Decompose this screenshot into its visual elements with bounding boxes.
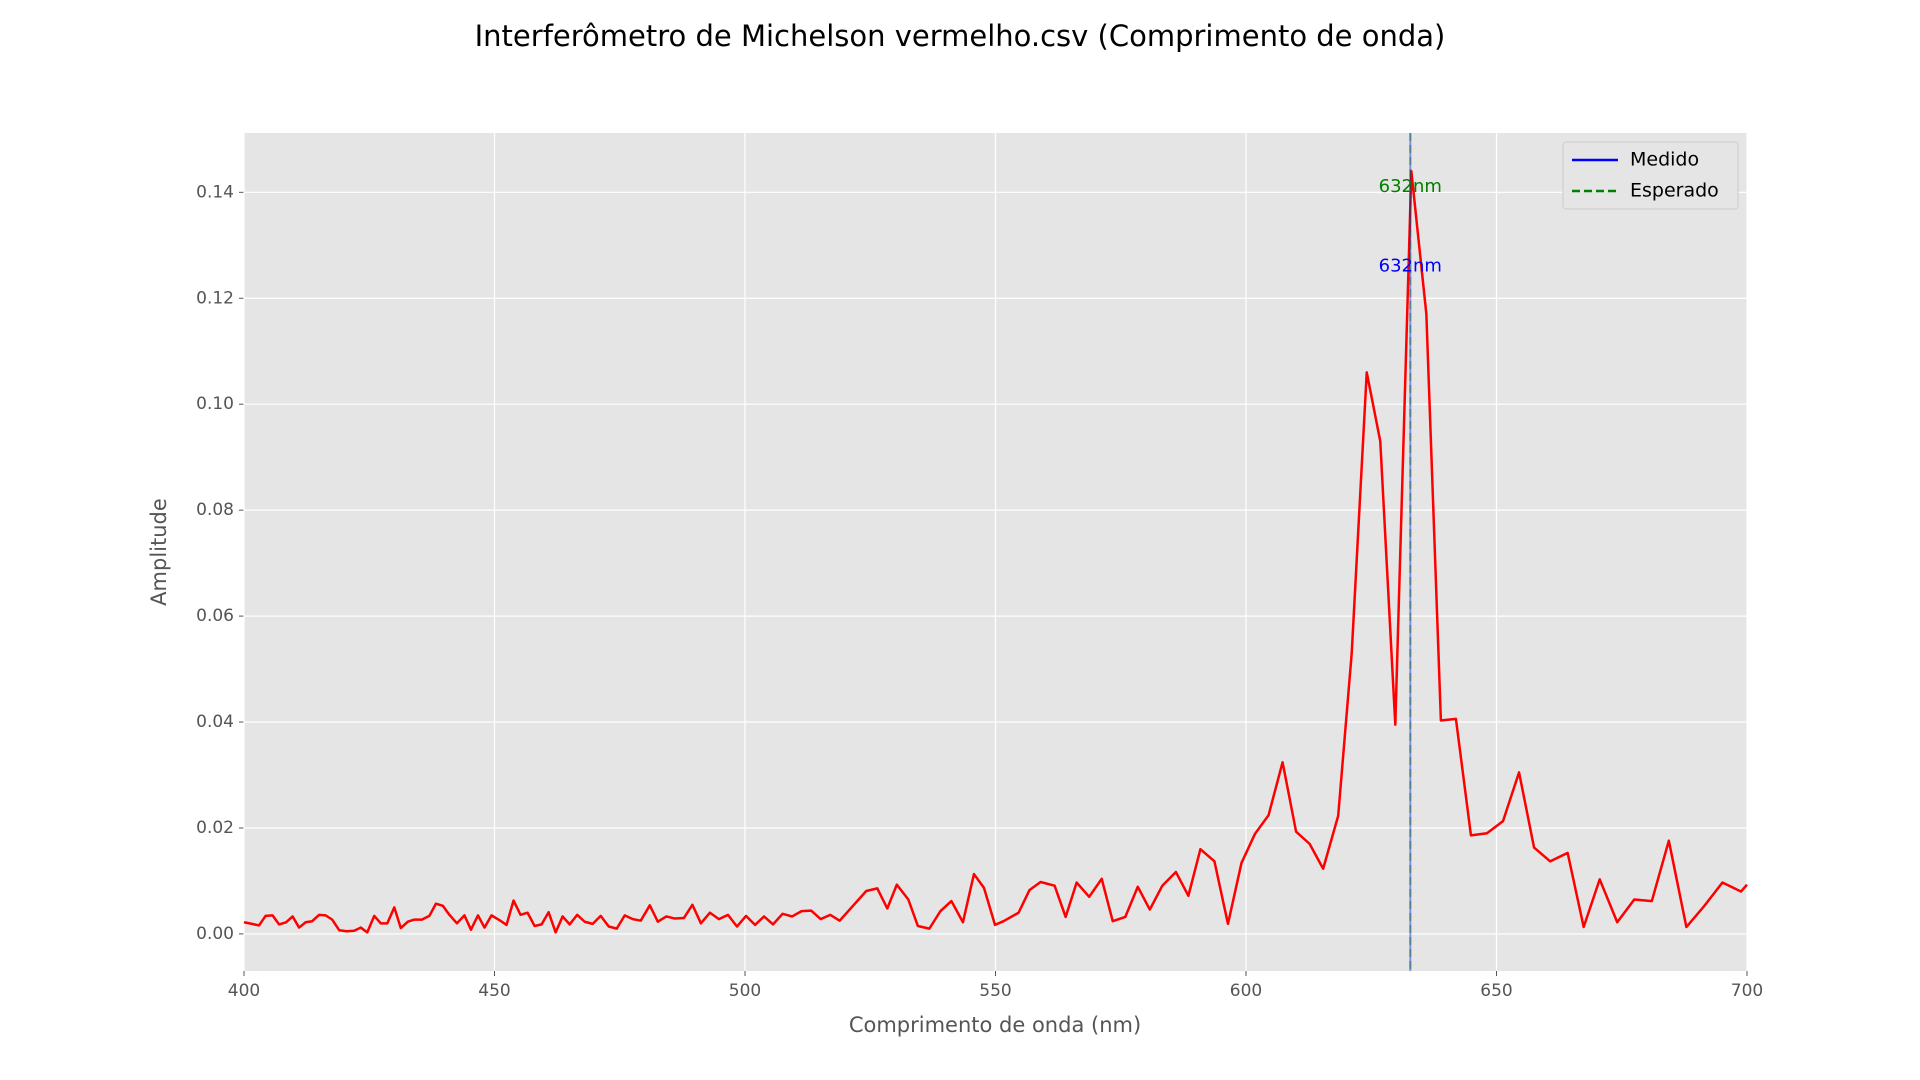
y-tick-label: 0.06 xyxy=(196,606,234,626)
x-axis-label: Comprimento de onda (nm) xyxy=(849,1013,1141,1037)
annotation: 632nm xyxy=(1379,176,1442,197)
y-tick-label: 0.04 xyxy=(196,712,234,732)
x-tick-label: 400 xyxy=(228,981,260,1001)
chart-title: Interferômetro de Michelson vermelho.csv… xyxy=(475,19,1446,53)
x-tick-label: 550 xyxy=(979,981,1011,1001)
y-tick-label: 0.12 xyxy=(196,288,234,308)
y-tick-label: 0.00 xyxy=(196,924,234,944)
data-line xyxy=(243,169,1748,934)
x-tick-label: 650 xyxy=(1480,981,1512,1001)
x-tick-label: 450 xyxy=(478,981,510,1001)
legend-label: Esperado xyxy=(1630,180,1719,202)
x-tick-label: 500 xyxy=(729,981,761,1001)
y-tick-label: 0.08 xyxy=(196,500,234,520)
x-tick-label: 600 xyxy=(1230,981,1262,1001)
x-tick-label: 700 xyxy=(1731,981,1763,1001)
y-tick-label: 0.10 xyxy=(196,394,234,414)
annotation: 632nm xyxy=(1379,255,1442,276)
y-tick-label: 0.02 xyxy=(196,818,234,838)
legend-label: Medido xyxy=(1630,149,1699,171)
y-tick-label: 0.14 xyxy=(196,182,234,202)
y-axis-label: Amplitude xyxy=(147,498,171,606)
